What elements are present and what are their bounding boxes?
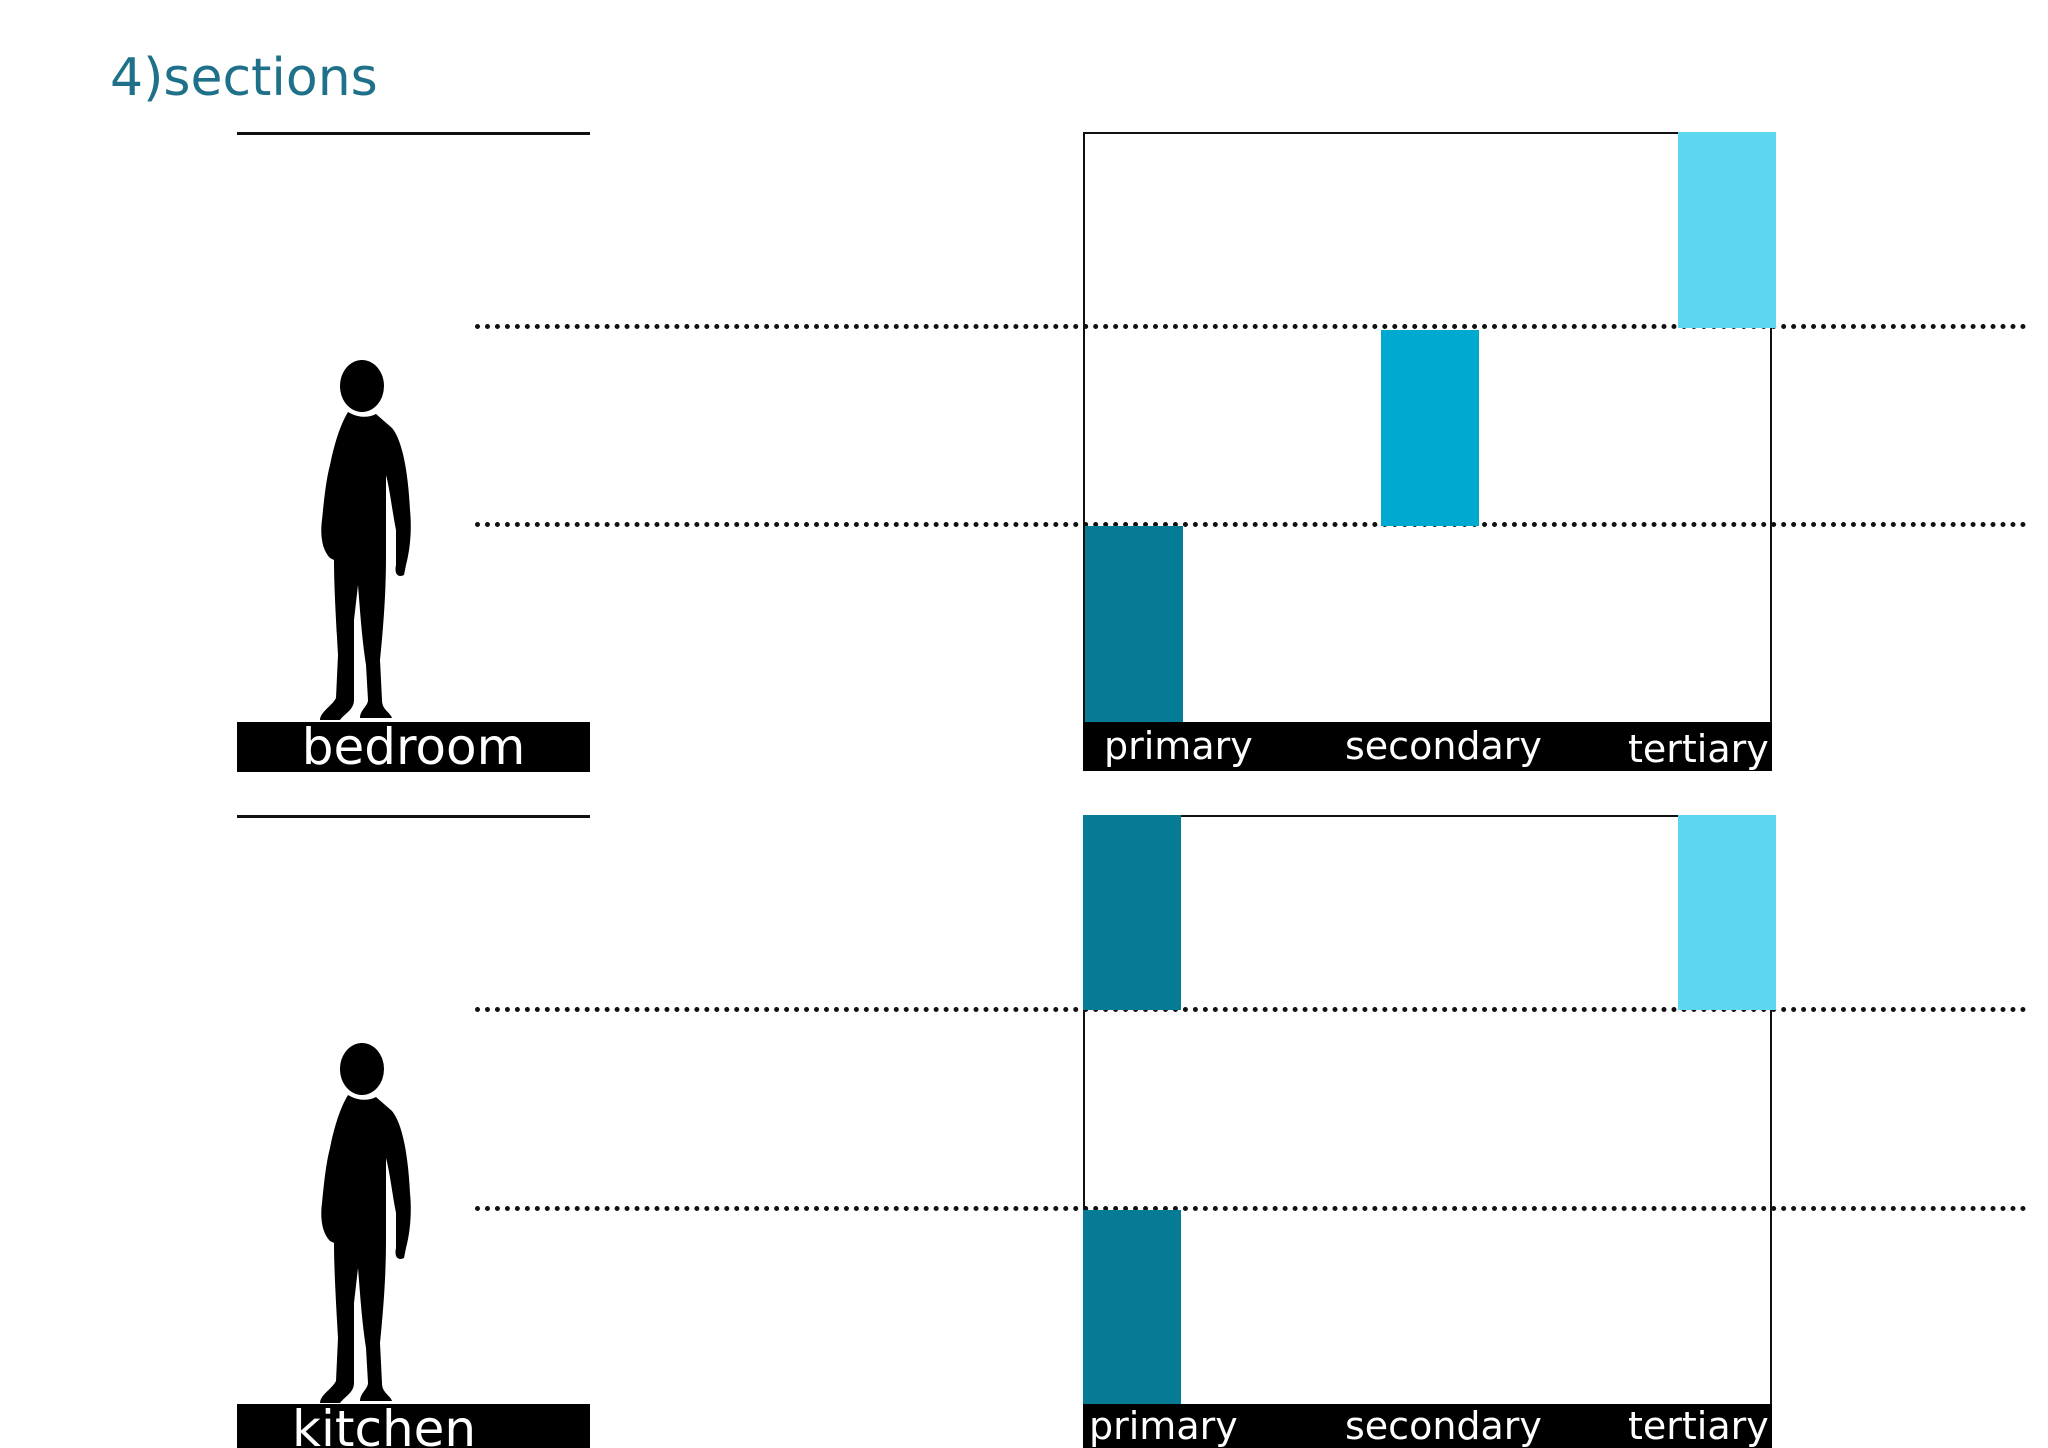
zone-label-tertiary: tertiary bbox=[1628, 1404, 1769, 1448]
zone-axis-bar: primary secondary tertiary bbox=[1083, 1404, 1772, 1448]
lower-level-dotted-line bbox=[475, 522, 2027, 527]
person-silhouette-icon bbox=[320, 360, 411, 720]
person-silhouette-icon bbox=[320, 1043, 411, 1403]
section-top-rule bbox=[237, 815, 590, 818]
room-label-bedroom: bedroom bbox=[237, 722, 590, 772]
zone-label-secondary: secondary bbox=[1345, 724, 1542, 768]
zone-label-primary: primary bbox=[1104, 724, 1253, 768]
primary-zone-block-low bbox=[1085, 526, 1183, 722]
upper-level-dotted-line bbox=[475, 1007, 2027, 1012]
zone-axis-bar: primary secondary tertiary bbox=[1083, 722, 1772, 771]
upper-level-dotted-line bbox=[475, 324, 2027, 329]
secondary-zone-block-middle bbox=[1381, 330, 1479, 526]
zone-label-tertiary: tertiary bbox=[1628, 727, 1769, 771]
room-label-kitchen: kitchen bbox=[237, 1404, 590, 1448]
primary-zone-block-low bbox=[1083, 1210, 1181, 1405]
page-title: 4)sections bbox=[110, 48, 378, 108]
tertiary-zone-block-high bbox=[1678, 815, 1776, 1010]
zone-label-primary: primary bbox=[1089, 1404, 1238, 1448]
zone-label-secondary: secondary bbox=[1345, 1404, 1542, 1448]
section-top-rule bbox=[237, 132, 590, 135]
lower-level-dotted-line bbox=[475, 1206, 2027, 1211]
section-diagram-frame bbox=[1083, 815, 1772, 1406]
primary-zone-block-high bbox=[1083, 815, 1181, 1010]
tertiary-zone-block-high bbox=[1678, 132, 1776, 328]
